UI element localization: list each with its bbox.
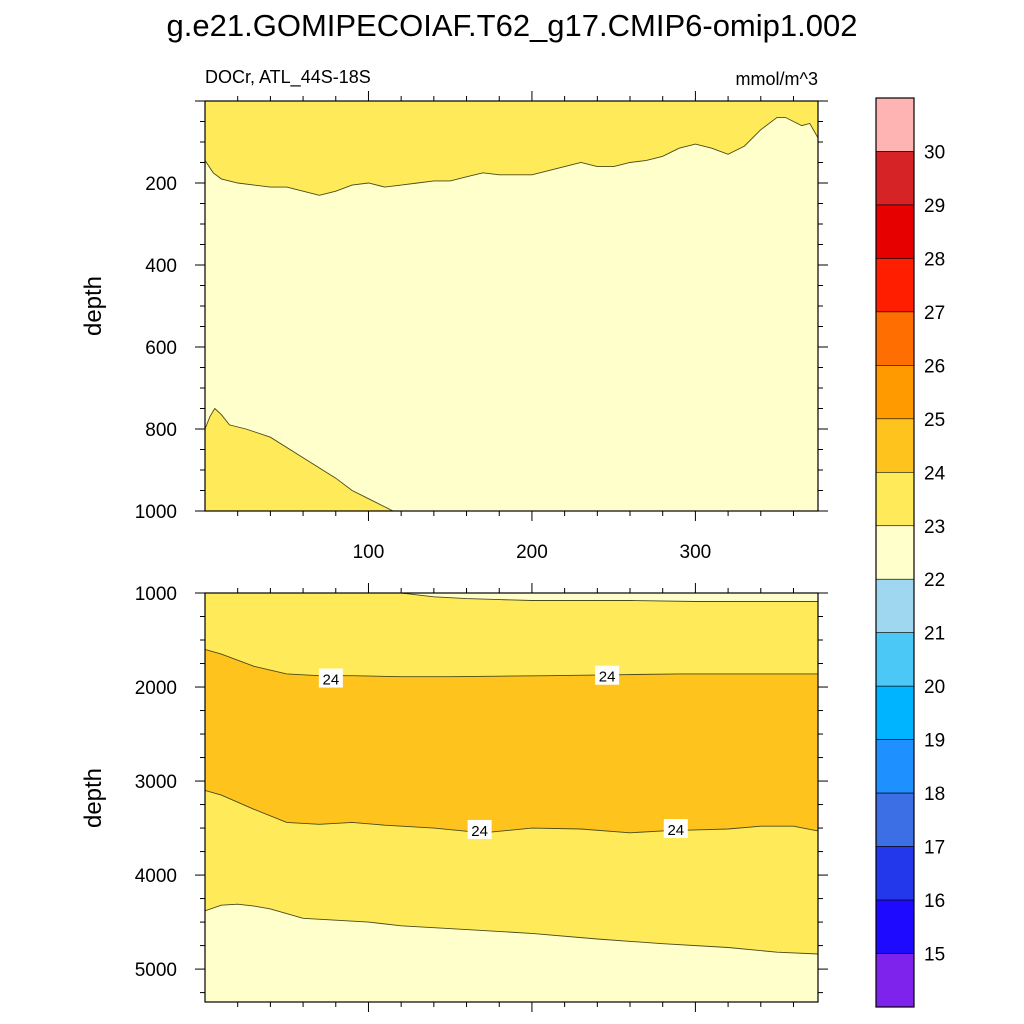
contour-band-22-23-4 <box>205 904 818 1002</box>
colorbar-swatch <box>875 578 915 634</box>
x-tick-label: 100 <box>353 542 385 563</box>
colorbar-swatch <box>875 258 915 313</box>
contour-label: 24 <box>471 823 488 840</box>
colorbar-swatch <box>875 365 915 420</box>
colorbar-label: 23 <box>924 517 945 538</box>
contour-line <box>205 903 818 955</box>
colorbar-swatch <box>875 204 915 259</box>
colorbar-label: 24 <box>924 463 946 484</box>
colorbar-swatch <box>875 685 915 740</box>
colorbar-label: 22 <box>924 570 945 591</box>
contour-label-bg <box>467 819 492 839</box>
colorbar-swatch <box>875 471 915 527</box>
lower-y-axis-label: depth <box>80 768 107 828</box>
upper-variable-label: DOCr, ATL_44S-18S <box>205 67 371 88</box>
y-tick-label: 2000 <box>135 678 177 699</box>
y-tick-label: 200 <box>145 174 177 195</box>
colorbar-label: 20 <box>924 677 945 698</box>
contour-label-bg <box>663 818 688 838</box>
contour-label-bg <box>595 665 620 685</box>
units-label: mmol/m^3 <box>736 69 818 89</box>
chart-title: g.e21.GOMIPECOIAF.T62_g17.CMIP6-omip1.00… <box>167 8 858 43</box>
colorbar-swatch <box>875 525 915 580</box>
colorbar-label: 27 <box>924 303 945 324</box>
colorbar-label: 26 <box>924 356 945 377</box>
contour-label: 24 <box>599 669 616 686</box>
colorbar-swatch <box>875 632 915 687</box>
colorbar-frame <box>875 97 915 1008</box>
contour-label: 24 <box>323 672 340 689</box>
plot-frame <box>204 100 819 512</box>
contour-region-23-24-1 <box>205 408 393 511</box>
y-tick-label: 4000 <box>135 866 177 887</box>
y-tick-label: 3000 <box>135 772 177 793</box>
lower-contour-panel: depth 24 24 24 24 1000 2000 3000 4000 5000 <box>80 583 828 1012</box>
colorbar-label: 28 <box>924 249 945 270</box>
x-tick-label: 200 <box>516 542 548 563</box>
contour-label: 24 <box>667 822 684 839</box>
colorbar-legend: 30 29 28 27 26 25 24 23 22 21 20 19 18 17 16 15 <box>875 97 946 1008</box>
contour-line <box>204 407 394 512</box>
y-tick-label: 600 <box>145 338 177 359</box>
x-tick-label: 300 <box>680 542 712 563</box>
colorbar-label: 16 <box>924 891 945 912</box>
colorbar-swatch <box>875 418 915 473</box>
colorbar-swatch <box>875 151 915 206</box>
contour-line <box>205 593 818 602</box>
colorbar-label: 29 <box>924 196 945 217</box>
colorbar-swatch <box>875 97 915 152</box>
colorbar-swatch <box>875 899 915 954</box>
contour-line <box>205 789 818 834</box>
y-tick-label: 5000 <box>135 960 177 981</box>
upper-y-axis-label: depth <box>80 276 107 336</box>
colorbar-swatch <box>875 846 915 901</box>
y-tick-label: 1000 <box>135 584 177 605</box>
contour-line <box>204 116 819 196</box>
colorbar-label: 30 <box>924 142 945 163</box>
plot-frame <box>204 592 819 1003</box>
colorbar-label: 19 <box>924 731 945 752</box>
colorbar-label: 18 <box>924 784 945 805</box>
y-tick-label: 800 <box>145 420 177 441</box>
colorbar-swatch <box>875 953 915 1008</box>
contour-line <box>205 648 818 678</box>
colorbar-label: 21 <box>924 624 945 645</box>
colorbar-swatch <box>875 311 915 366</box>
colorbar-swatch <box>875 792 915 847</box>
upper-contour-panel: DOCr, ATL_44S-18S mmol/m^3 depth 200 400 6… <box>80 67 828 563</box>
colorbar-label: 15 <box>924 945 945 966</box>
colorbar-label: 17 <box>924 838 945 859</box>
y-tick-label: 1000 <box>135 502 177 523</box>
y-tick-label: 400 <box>145 256 177 277</box>
colorbar-swatch <box>875 739 915 794</box>
colorbar-label: 25 <box>924 410 945 431</box>
contour-label-bg <box>318 668 343 688</box>
contour-region-23-24-0 <box>205 101 818 196</box>
